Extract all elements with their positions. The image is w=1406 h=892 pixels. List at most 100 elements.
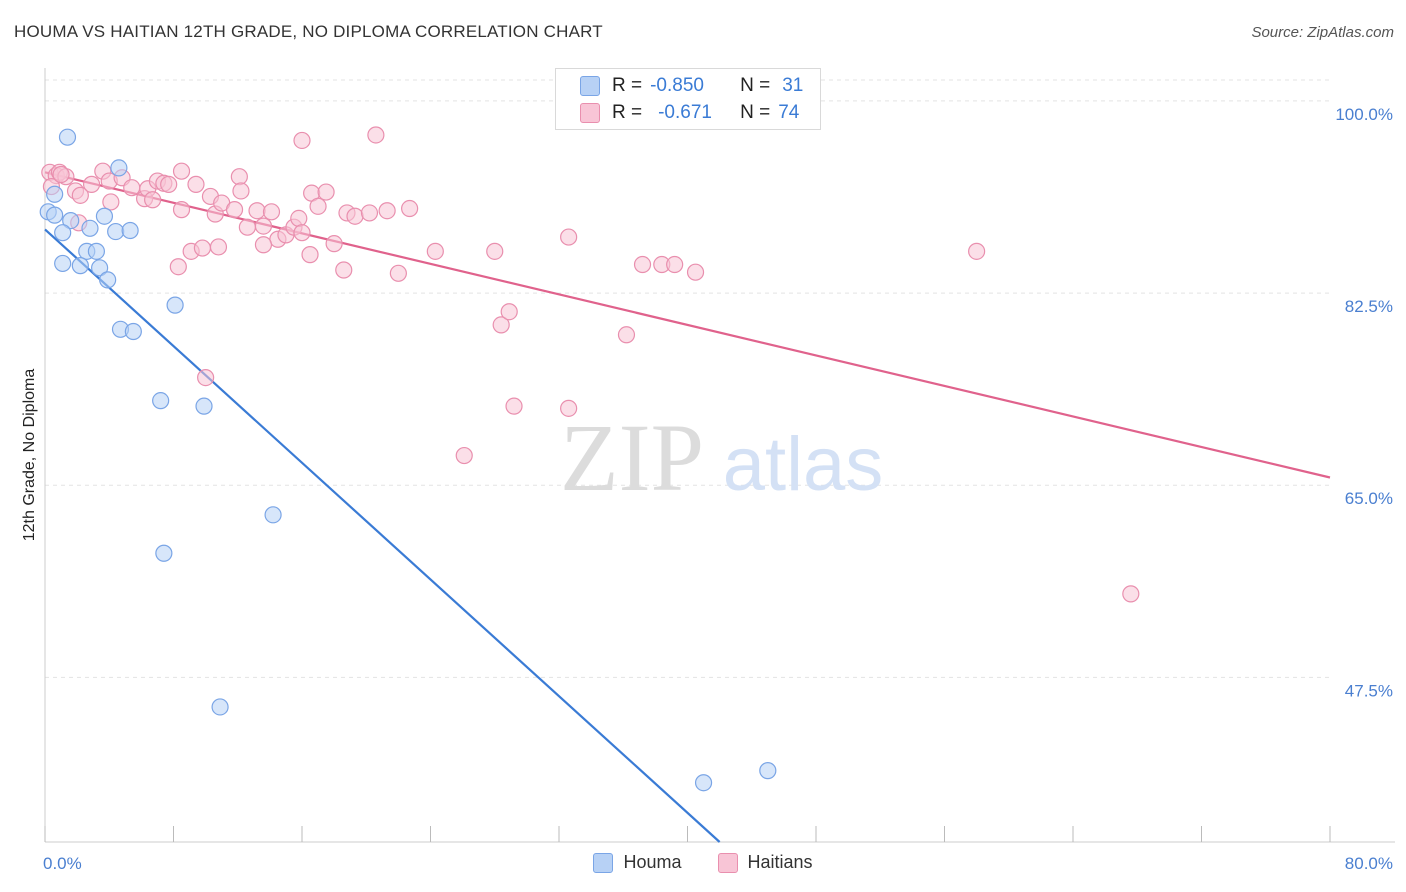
data-points	[39, 126, 1140, 792]
haitians-point-49	[169, 258, 187, 276]
haitians-swatch	[580, 103, 600, 123]
haitians-point-11	[123, 179, 141, 197]
haitians-point-70	[197, 369, 215, 387]
source-attribution: Source: ZipAtlas.com	[1251, 24, 1394, 41]
houma-point-10	[121, 221, 139, 240]
haitians-point-39	[317, 183, 335, 201]
y-tick-label-2: 65.0%	[1345, 489, 1393, 508]
haitians-point-30	[262, 203, 281, 221]
haitians-point-45	[401, 199, 419, 218]
haitians-n-value: 74	[778, 102, 800, 123]
haitians-point-28	[238, 218, 256, 236]
haitians-r-value: -0.671	[658, 102, 712, 123]
haitians-point-71	[102, 193, 120, 211]
houma-point-4	[46, 206, 64, 224]
haitians-point-58	[633, 255, 652, 274]
haitians-point-25	[232, 182, 250, 200]
houma-swatch	[580, 76, 600, 96]
haitians-point-66	[560, 399, 578, 417]
watermark: ZIP atlas	[560, 404, 883, 511]
haitians-point-54	[335, 261, 353, 279]
haitians-point-40	[325, 235, 343, 253]
houma-point-6	[95, 207, 114, 225]
haitians-point-17	[160, 175, 178, 193]
haitians-point-44	[378, 202, 396, 220]
haitians-r-label: R =	[612, 102, 643, 123]
haitians-point-48	[293, 131, 311, 150]
series-legend: Houma Haitians	[0, 852, 1406, 873]
axes	[44, 68, 1395, 843]
haitians-point-57	[560, 228, 578, 246]
houma-point-22	[264, 506, 282, 524]
legend-row-houma: R = -0.850 N = 31	[580, 75, 803, 97]
haitians-point-62	[492, 316, 510, 334]
haitians-point-19	[172, 162, 191, 180]
haitians-point-64	[617, 326, 636, 344]
legend-row-haitians: R = -0.671 N = 74	[580, 102, 799, 124]
houma-point-19	[124, 322, 142, 341]
houma-trend-line	[44, 228, 721, 843]
haitians-point-46	[389, 264, 407, 282]
houma-n-label: N =	[740, 75, 771, 96]
houma-point-15	[91, 259, 109, 277]
haitians-point-26	[225, 201, 244, 219]
haitians-point-63	[500, 303, 518, 321]
x-tick-label-1: 80.0%	[1345, 854, 1393, 873]
legend-item-houma[interactable]: Houma	[593, 852, 682, 873]
haitians-point-29	[254, 217, 273, 235]
houma-point-21	[195, 397, 213, 415]
haitians-point-51	[193, 239, 212, 257]
houma-point-24	[211, 698, 229, 716]
chart-title: HOUMA VS HAITIAN 12TH GRADE, NO DIPLOMA …	[14, 22, 603, 41]
correlation-legend: R = -0.850 N = 31 R = -0.671 N = 74	[555, 68, 821, 130]
haitians-point-36	[301, 246, 319, 264]
haitians-point-60	[666, 255, 684, 274]
haitians-point-42	[346, 207, 364, 225]
haitians-n-label: N =	[740, 102, 771, 123]
haitians-point-18	[172, 201, 191, 219]
houma-point-7	[54, 224, 72, 242]
houma-point-25	[694, 774, 713, 792]
houma-point-23	[155, 544, 173, 562]
houma-point-12	[87, 242, 106, 260]
houma-legend-swatch	[593, 852, 614, 873]
houma-point-17	[166, 296, 184, 314]
houma-r-label: R =	[612, 75, 643, 96]
haitians-point-38	[309, 197, 327, 215]
haitians-point-68	[968, 242, 986, 260]
haitians-point-47	[367, 126, 385, 144]
houma-point-13	[54, 254, 72, 273]
watermark-atlas: atlas	[723, 422, 884, 507]
houma-point-8	[81, 219, 99, 237]
haitians-legend-swatch	[717, 852, 738, 873]
houma-point-26	[759, 762, 777, 780]
haitians-point-35	[293, 224, 311, 242]
haitians-point-24	[230, 168, 248, 186]
houma-point-2	[46, 185, 64, 203]
haitians-point-67	[455, 446, 473, 465]
watermark-zip: ZIP	[560, 404, 704, 511]
haitians-point-69	[1122, 585, 1140, 603]
y-tick-labels: 100.0% 82.5% 65.0% 47.5%	[1335, 105, 1393, 700]
houma-legend-label: Houma	[623, 852, 682, 872]
haitians-point-34	[290, 209, 308, 228]
haitians-point-14	[144, 191, 162, 209]
y-tick-label-1: 82.5%	[1345, 297, 1393, 316]
haitians-point-61	[686, 263, 705, 281]
houma-point-16	[99, 271, 117, 289]
haitians-point-73	[52, 165, 70, 184]
houma-point-14	[71, 257, 89, 275]
haitians-point-55	[426, 242, 444, 260]
houma-point-9	[107, 222, 125, 241]
haitians-point-56	[486, 242, 504, 260]
houma-n-value: 31	[782, 75, 804, 96]
houma-point-0	[58, 128, 77, 146]
x-tick-labels: 0.0% 80.0%	[43, 854, 1393, 873]
haitians-point-20	[187, 175, 205, 193]
haitians-point-65	[505, 397, 523, 415]
houma-r-value: -0.850	[650, 75, 704, 96]
haitians-point-52	[209, 238, 228, 256]
haitians-point-6	[71, 186, 89, 204]
legend-item-haitians[interactable]: Haitians	[717, 852, 813, 873]
